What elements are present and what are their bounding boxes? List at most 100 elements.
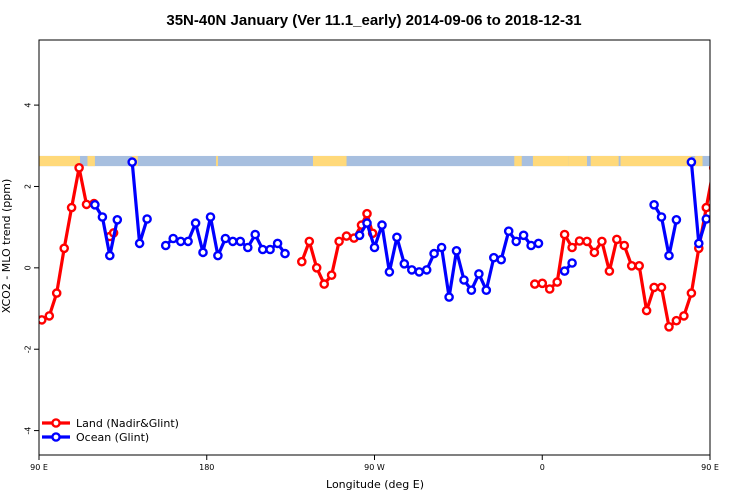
ocean-point-3-16 [474, 269, 484, 279]
ocean-point-3-5 [392, 232, 402, 243]
x-tick-label-0: 90 E [30, 463, 48, 472]
land-point-3-6 [574, 236, 585, 246]
surface-band-land-8 [590, 155, 619, 167]
legend-label-land: Land (Nadir&Glint) [76, 417, 179, 430]
y-tick-label-1: -2 [24, 345, 33, 353]
land-point-2-9 [362, 208, 372, 219]
ocean-point-3-23 [526, 240, 536, 251]
ocean-point-6-1 [694, 238, 704, 249]
ocean-point-3-11 [436, 242, 447, 253]
ocean-point-0-0 [90, 199, 100, 210]
land-point-2-3 [319, 279, 330, 289]
land-point-3-10 [604, 266, 615, 276]
ocean-point-0-3 [112, 214, 123, 225]
ocean-point-3-3 [377, 220, 387, 230]
ocean-line-5 [652, 203, 678, 258]
land-line-4 [744, 233, 748, 237]
ocean-point-3-13 [451, 245, 462, 256]
y-tick-label-0: -4 [24, 427, 33, 435]
ocean-point-3-22 [518, 230, 529, 241]
ocean-point-3-4 [384, 267, 395, 277]
land-point-3-26 [725, 200, 732, 207]
ocean-point-3-10 [429, 248, 439, 259]
ocean-point-1-1 [134, 238, 145, 249]
land-point-0-5 [74, 162, 84, 173]
land-point-0-0 [39, 315, 47, 325]
land-point-0-1 [44, 311, 55, 321]
land-point-3-25 [718, 201, 725, 208]
ocean-point-3-1 [362, 218, 372, 228]
ocean-point-3-14 [459, 275, 469, 285]
ocean-point-2-8 [220, 233, 231, 244]
ocean-point-2-6 [205, 212, 216, 222]
x-tick-label-3: 0 [540, 463, 545, 472]
land-point-3-9 [597, 236, 607, 247]
land-point-3-18 [664, 321, 674, 332]
surface-band-land-4 [312, 155, 347, 167]
ocean-point-3-19 [496, 254, 507, 265]
surface-band-land-9 [620, 155, 692, 167]
ocean-point-2-9 [227, 236, 238, 247]
ocean-point-3-24 [533, 238, 544, 249]
ocean-point-3-0 [354, 230, 365, 241]
ocean-point-3-7 [406, 265, 417, 275]
ocean-point-2-13 [257, 244, 268, 255]
land-point-3-5 [567, 242, 577, 253]
surface-band-land-10 [695, 155, 703, 167]
land-point-3-12 [619, 240, 630, 251]
ocean-point-3-15 [466, 285, 477, 296]
surface-band-land-5 [514, 155, 522, 167]
ocean-point-2-3 [183, 236, 193, 247]
land-point-3-23 [701, 202, 710, 213]
y-tick-label-3: 2 [24, 184, 33, 189]
ocean-point-7-1 [729, 235, 736, 242]
land-point-3-13 [626, 260, 637, 271]
land-point-0-3 [59, 243, 69, 254]
land-point-4-0 [740, 233, 747, 240]
y-tick-label-4: 4 [24, 103, 33, 108]
ocean-point-3-12 [444, 292, 454, 302]
chart-title: 35N-40N January (Ver 11.1_early) 2014-09… [166, 12, 581, 29]
ocean-point-1-0 [127, 157, 137, 167]
ocean-point-2-16 [280, 248, 290, 259]
ocean-point-6-2 [701, 214, 710, 224]
land-point-3-2 [544, 284, 555, 294]
land-point-3-0 [530, 279, 540, 289]
ocean-point-2-2 [175, 236, 186, 247]
ocean-point-2-0 [160, 240, 171, 251]
land-point-2-4 [326, 270, 337, 281]
land-point-3-3 [552, 277, 563, 287]
surface-band-land-0 [39, 155, 81, 167]
surface-band-land-6 [532, 155, 569, 167]
ocean-point-3-20 [503, 226, 514, 236]
surface-band-land-3 [216, 155, 218, 167]
land-point-2-5 [334, 236, 344, 247]
land-point-2-0 [296, 256, 307, 267]
land-point-3-4 [559, 229, 570, 240]
land-point-3-19 [671, 315, 682, 326]
land-point-3-20 [679, 311, 689, 321]
land-point-3-21 [686, 288, 697, 298]
y-tick-label-2: 0 [24, 265, 33, 270]
land-point-3-7 [582, 236, 592, 247]
legend-marker-ocean [51, 432, 61, 442]
ocean-point-2-10 [235, 236, 246, 247]
ocean-point-2-11 [242, 242, 253, 253]
land-line-0 [41, 166, 95, 322]
ocean-point-2-1 [168, 233, 178, 244]
ocean-point-5-0 [649, 199, 659, 210]
surface-band-ocean [39, 155, 710, 167]
land-point-3-15 [641, 305, 652, 316]
x-tick-label-1: 180 [199, 463, 214, 472]
ocean-point-7-3 [744, 238, 750, 245]
land-point-3-14 [634, 260, 645, 271]
x-axis-label: Longitude (deg E) [326, 478, 424, 491]
ocean-point-5-3 [671, 214, 682, 225]
x-tick-label-2: 90 W [364, 463, 385, 472]
surface-band-land-1 [87, 155, 95, 167]
land-point-2-1 [304, 236, 315, 247]
land-point-4-1 [744, 229, 750, 236]
land-point-0-2 [51, 288, 62, 298]
ocean-point-5-2 [664, 250, 674, 261]
